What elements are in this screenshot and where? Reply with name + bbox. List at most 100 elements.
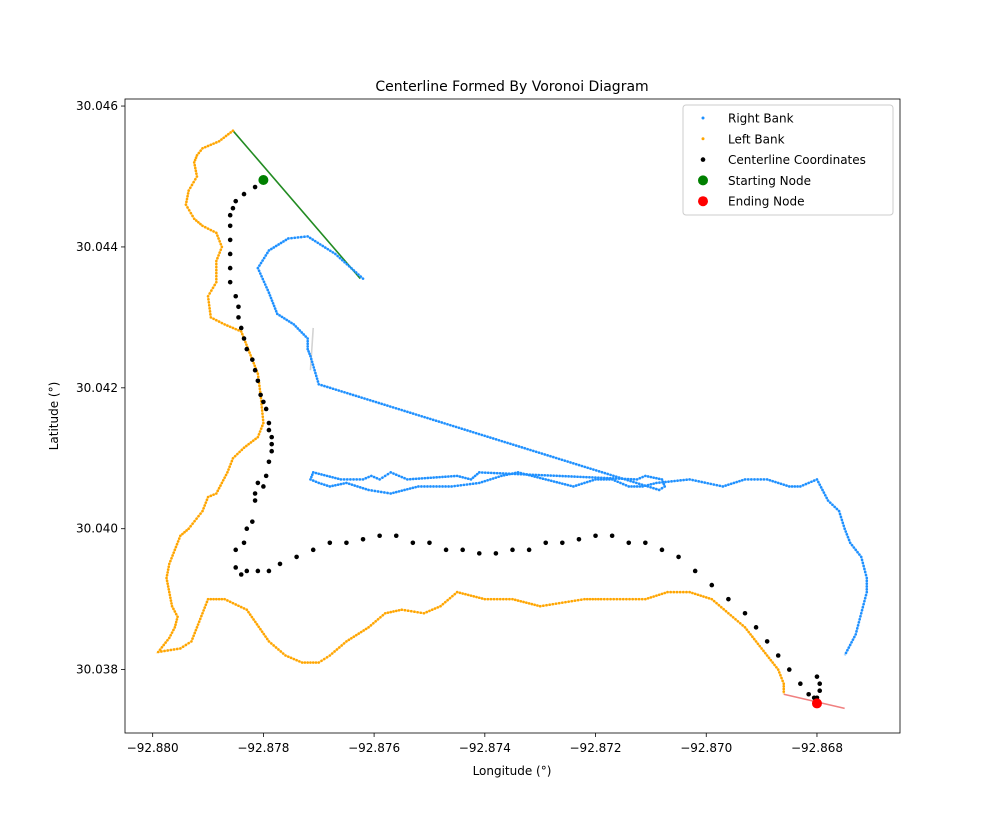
- bank-point: [197, 220, 200, 224]
- bank-point: [312, 366, 316, 369]
- bank-point: [380, 402, 383, 406]
- bank-point: [331, 251, 335, 254]
- bank-point: [282, 240, 285, 243]
- bank-point: [343, 260, 346, 264]
- bank-point: [649, 475, 653, 479]
- bank-point: [197, 151, 201, 155]
- bank-point: [207, 297, 210, 301]
- bank-point: [420, 477, 424, 480]
- bank-point: [555, 480, 559, 484]
- bank-point: [258, 387, 262, 391]
- bank-point: [316, 241, 320, 245]
- bank-point: [202, 609, 205, 612]
- bank-point: [688, 590, 691, 594]
- bank-point: [212, 230, 215, 233]
- bank-point: [771, 661, 774, 664]
- bank-point: [300, 661, 304, 664]
- bank-point: [691, 478, 694, 482]
- bank-point: [179, 534, 182, 538]
- bank-point: [215, 141, 218, 144]
- bank-point: [270, 299, 274, 302]
- bank-point: [594, 597, 597, 601]
- bank-point: [652, 476, 655, 479]
- bank-point: [323, 384, 326, 388]
- bank-point: [477, 432, 481, 436]
- bank-point: [262, 280, 266, 284]
- bank-point: [855, 630, 858, 633]
- bank-point: [863, 596, 867, 600]
- bank-point: [423, 485, 426, 488]
- bank-point: [283, 317, 286, 320]
- bank-point: [750, 478, 753, 481]
- bank-point: [240, 332, 244, 336]
- bank-point: [367, 475, 370, 479]
- bank-point: [511, 472, 514, 475]
- bank-point: [469, 478, 473, 481]
- bank-point: [195, 175, 199, 178]
- bank-point: [227, 468, 230, 471]
- bank-point: [259, 396, 263, 400]
- connector-line-0: [232, 130, 361, 280]
- centerline-point: [269, 441, 274, 447]
- bank-point: [856, 624, 860, 627]
- bank-point: [320, 383, 323, 387]
- bank-point: [696, 593, 700, 597]
- bank-point: [845, 533, 849, 536]
- bank-point: [835, 507, 839, 511]
- bank-point: [678, 590, 682, 594]
- bank-point: [350, 267, 353, 270]
- bank-point: [228, 600, 232, 604]
- bank-point: [215, 262, 218, 266]
- bank-point: [215, 231, 218, 235]
- bank-point: [357, 395, 361, 399]
- bank-point: [461, 475, 464, 479]
- bank-point: [422, 611, 426, 615]
- x-tick-label: −92.876: [348, 741, 400, 755]
- bank-point: [219, 248, 223, 252]
- bank-point: [215, 277, 218, 281]
- bank-point: [287, 237, 290, 240]
- bank-point: [500, 439, 504, 443]
- centerline-point: [230, 205, 236, 211]
- bank-point: [840, 518, 844, 522]
- bank-point: [304, 335, 308, 338]
- bank-point: [782, 682, 786, 685]
- bank-point: [160, 650, 163, 653]
- bank-point: [238, 450, 241, 454]
- bank-point: [174, 623, 177, 626]
- bank-point: [857, 621, 861, 624]
- bank-point: [419, 611, 423, 615]
- bank-point: [160, 645, 164, 649]
- bank-point: [567, 600, 570, 603]
- bank-point: [736, 619, 740, 623]
- centerline-point: [593, 533, 598, 539]
- bank-point: [172, 551, 176, 554]
- bank-point: [630, 485, 633, 488]
- bank-point: [577, 483, 581, 486]
- bank-point: [629, 477, 633, 481]
- bank-point: [346, 391, 349, 395]
- bank-point: [826, 499, 830, 502]
- centerline-point: [252, 498, 258, 503]
- bank-point: [621, 482, 625, 486]
- bank-point: [838, 512, 842, 516]
- bank-point: [292, 323, 296, 326]
- bank-point: [555, 474, 558, 478]
- bank-point: [400, 408, 404, 412]
- bank-point: [199, 512, 202, 515]
- bank-point: [406, 410, 409, 414]
- bank-point: [373, 489, 377, 493]
- bank-point: [819, 486, 823, 489]
- bank-point: [758, 644, 762, 648]
- bank-point: [245, 444, 248, 448]
- bank-point: [263, 283, 267, 286]
- bank-point: [290, 236, 293, 240]
- bank-point: [247, 442, 250, 446]
- bank-point: [378, 478, 381, 481]
- bank-point: [359, 275, 363, 278]
- bank-point: [519, 471, 523, 475]
- bank-point: [203, 225, 207, 229]
- bank-point: [462, 483, 466, 487]
- bank-point: [473, 474, 477, 478]
- bank-point: [364, 476, 368, 480]
